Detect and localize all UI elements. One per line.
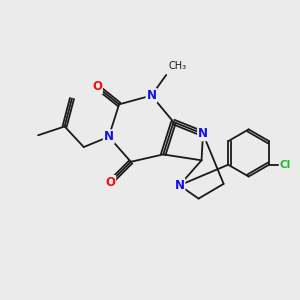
- Text: N: N: [104, 130, 114, 143]
- Text: CH₃: CH₃: [169, 61, 187, 71]
- Text: N: N: [198, 127, 208, 140]
- Text: O: O: [105, 176, 115, 189]
- Text: Cl: Cl: [280, 160, 291, 170]
- Text: O: O: [92, 80, 102, 93]
- Text: N: N: [146, 89, 157, 102]
- Text: N: N: [174, 179, 184, 192]
